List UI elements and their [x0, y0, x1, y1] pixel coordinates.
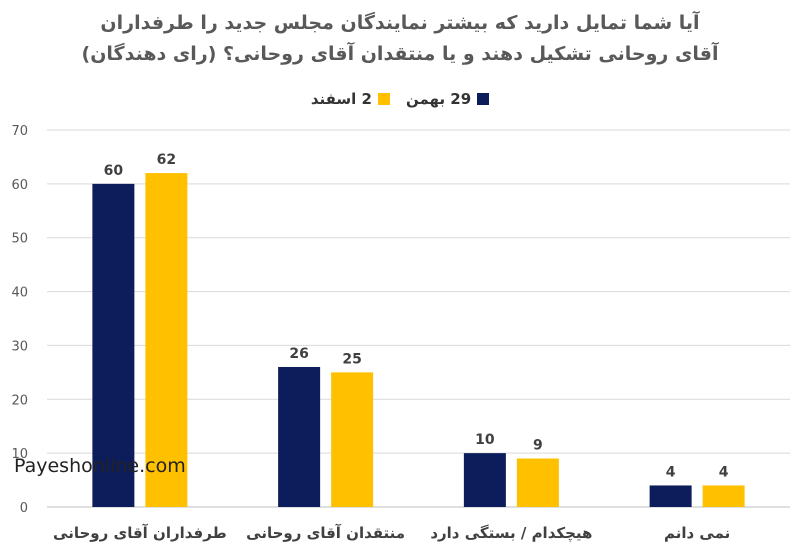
legend-label-series-1: 29 بهمن	[405, 90, 472, 108]
y-tick-label: 30	[11, 339, 28, 354]
data-label: 25	[342, 351, 361, 367]
chart-title: آیا شما تمایل دارید که بیشتر نمایندگان م…	[81, 12, 719, 65]
data-label: 10	[475, 432, 495, 448]
data-label: 60	[104, 163, 124, 179]
x-tick-label: هیچکدام / بستگی دارد	[430, 524, 592, 543]
x-tick-label: نمی دانم	[664, 524, 730, 542]
y-tick-label: 70	[11, 124, 28, 139]
legend: 29 بهمن 2 اسفند	[0, 90, 800, 108]
y-tick-label: 20	[11, 393, 28, 408]
data-label: 26	[289, 346, 308, 362]
data-label: 4	[666, 464, 676, 480]
watermark-text: Payeshonline.com	[14, 455, 186, 477]
bar-series-2-category-1	[145, 173, 188, 508]
y-tick-label: 40	[11, 286, 28, 301]
bar-series-2-category-3	[516, 458, 559, 507]
y-tick-label: 50	[11, 232, 28, 247]
data-label: 4	[719, 464, 729, 480]
bar-series-1-category-3	[463, 453, 506, 507]
legend-swatch-series-2	[377, 93, 390, 105]
bar-series-1-category-1	[92, 183, 135, 507]
x-tick-label: منتقدان آقای روحانی	[246, 524, 405, 542]
y-tick-label: 0	[20, 501, 28, 516]
bar-series-2-category-4	[702, 485, 745, 507]
bar-series-1-category-4	[649, 485, 692, 507]
legend-swatch-series-1	[477, 93, 490, 105]
bar-series-2-category-2	[331, 372, 374, 507]
legend-item-series-2: 2 اسفند	[311, 90, 390, 108]
bar-series-1-category-2	[278, 366, 321, 507]
y-tick-label: 10	[11, 447, 28, 462]
y-tick-label: 60	[11, 178, 28, 193]
data-label: 62	[157, 152, 176, 168]
legend-label-series-2: 2 اسفند	[310, 90, 372, 108]
x-tick-label: طرفداران آقای روحانی	[53, 524, 227, 542]
legend-item-series-1: 29 بهمن	[405, 90, 490, 108]
data-label: 9	[533, 438, 543, 454]
